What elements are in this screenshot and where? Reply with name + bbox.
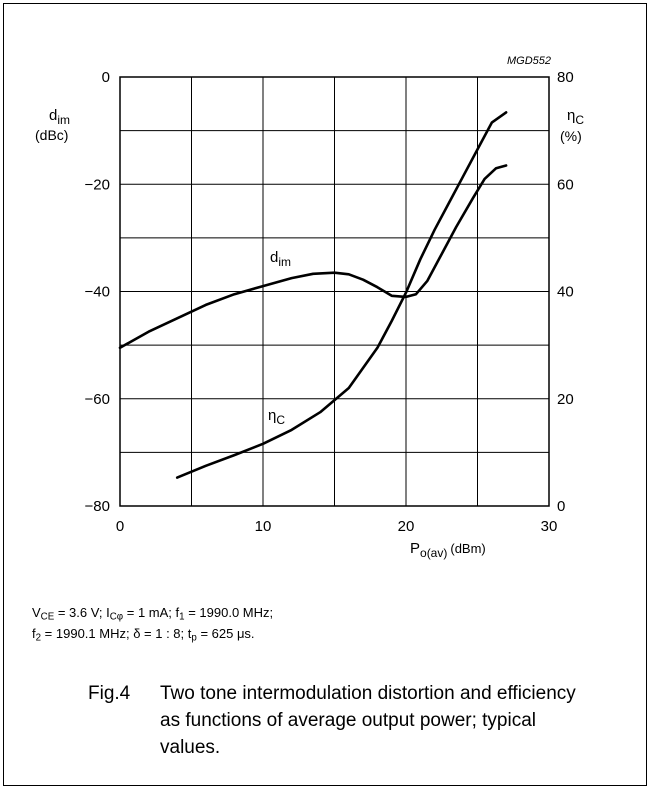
y-left-tick-label: 0 <box>102 69 110 86</box>
y-right-tick-label: 60 <box>557 176 574 193</box>
tp-value: = 625 μs. <box>196 626 255 642</box>
f2-value: = 1990.1 MHz; δ = 1 : 8; <box>41 626 188 642</box>
measurement-conditions: VCE = 3.6 V; ICφ = 1 mA; f1 = 1990.0 MHz… <box>32 604 273 647</box>
y-right-tick-label: 40 <box>557 284 574 301</box>
x-label-main: P <box>410 540 420 557</box>
y-left-tick-label: −60 <box>85 391 110 408</box>
x-tick-label: 0 <box>116 518 124 535</box>
x-label-unit: (dBm) <box>450 541 485 556</box>
x-tick-label: 20 <box>398 518 415 535</box>
f2-symbol: f <box>32 626 36 642</box>
f2-subscript: 2 <box>35 632 42 644</box>
ic-value: = 1 mA; <box>123 605 176 620</box>
ic-symbol: I <box>106 605 110 620</box>
y-right-tick-label: 0 <box>557 498 565 515</box>
x-tick-label: 10 <box>255 518 272 535</box>
y-left-tick-label: −40 <box>85 284 110 301</box>
x-axis-label: Po(av) (dBm) <box>410 540 486 560</box>
dim-curve <box>118 164 508 350</box>
figure-frame <box>3 3 647 786</box>
vce-symbol: V <box>32 605 41 620</box>
x-tick-label: 30 <box>541 518 558 535</box>
y-right-tick-label: 20 <box>557 391 574 408</box>
tp-subscript: p <box>191 632 197 644</box>
y-left-axis-unit: (dBc) <box>35 127 68 143</box>
y-right-axis-label: ηC <box>567 107 584 127</box>
y-left-axis-label: dim <box>49 107 70 127</box>
f1-value: = 1990.0 MHz; <box>184 605 274 620</box>
series <box>118 111 508 479</box>
vce-value: = 3.6 V; <box>54 605 107 620</box>
ic-subscript: Cφ <box>109 611 124 623</box>
caption-text: Two tone intermodulation distortion and … <box>160 683 576 758</box>
series-label-dim-sub: im <box>278 255 291 269</box>
y-right-axis-unit: (%) <box>560 128 582 144</box>
figure-number: Fig.4 <box>88 683 131 704</box>
conditions-line-2: f2 = 1990.1 MHz; δ = 1 : 8; tp = 625 μs. <box>32 625 273 646</box>
tp-symbol: t <box>187 626 192 642</box>
vce-subscript: CE <box>40 611 55 623</box>
f1-symbol: f <box>175 605 180 620</box>
y-left-tick-label: −80 <box>85 498 110 515</box>
x-label-sub: o(av) <box>420 546 447 560</box>
y-left-label-sub: im <box>57 113 70 127</box>
conditions-line-1: VCE = 3.6 V; ICφ = 1 mA; f1 = 1990.0 MHz… <box>32 604 273 625</box>
grid <box>120 77 549 506</box>
series-label-eta: ηC <box>268 407 285 427</box>
series-label-dim-main: d <box>270 249 278 266</box>
tick-labels: 0 −20 −40 −60 −80 80 60 40 20 0 0 10 20 30 <box>85 69 574 535</box>
plot-area <box>119 76 550 507</box>
y-right-tick-label: 80 <box>557 69 574 86</box>
series-label-eta-sub: C <box>276 413 285 427</box>
y-right-label-sub: C <box>575 113 584 127</box>
series-label-eta-main: η <box>268 407 276 424</box>
y-left-label-main: d <box>49 107 57 124</box>
y-right-label-main: η <box>567 107 575 124</box>
efficiency-curve <box>175 111 508 479</box>
series-label-dim: dim <box>270 249 291 269</box>
f1-subscript: 1 <box>179 611 185 623</box>
chart-id-label: MGD552 <box>507 55 551 67</box>
y-left-tick-label: −20 <box>85 176 110 193</box>
